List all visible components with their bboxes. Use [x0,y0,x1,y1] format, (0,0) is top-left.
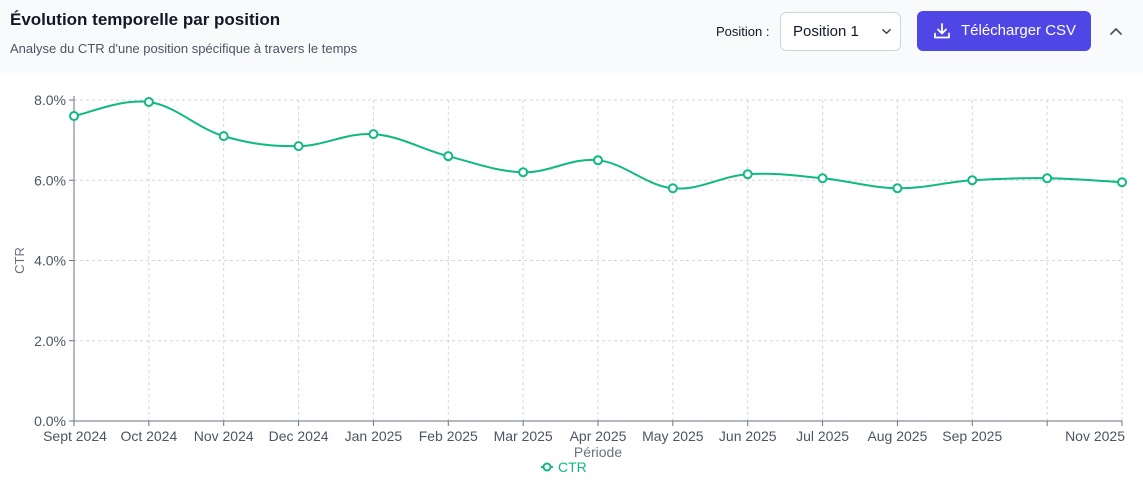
data-point [817,173,828,184]
x-tick-label: Sep 2025 [942,428,1002,444]
data-point [967,175,978,186]
x-tick-label: Jan 2025 [345,428,403,444]
chevron-up-icon[interactable] [1107,23,1125,41]
data-point [143,97,154,108]
data-point [593,155,603,166]
data-point [443,151,454,162]
y-tick-label: 8.0% [34,92,66,108]
data-point [368,129,379,140]
data-point [742,169,753,180]
y-tick-label: 0.0% [34,413,66,429]
y-tick-labels: 0.0% 2.0% 4.0% 6.0% 8.0% [34,92,66,429]
x-tick-label: Mar 2025 [494,428,553,444]
data-point [518,167,529,178]
x-tick-labels: Sept 2024 Oct 2024 Nov 2024 Dec 2024 Jan 202… [43,428,1125,444]
line-chart: 0.0% 2.0% 4.0% 6.0% 8.0% Sept 2024 Oct 2024 No… [12,92,1127,475]
legend-label-ctr: CTR [558,459,587,475]
data-point [69,111,79,122]
x-axis-label: Période [574,444,622,460]
x-tick-label: Jun 2025 [719,428,777,444]
y-tick-label: 2.0% [34,333,66,349]
data-point [293,141,304,152]
axes [69,96,1123,426]
data-point [218,131,229,142]
y-axis-label: CTR [12,247,27,274]
download-icon [934,23,950,39]
grid-lines [73,99,1123,421]
x-tick-label: Nov 2025 [1065,428,1125,444]
x-tick-label: Apr 2025 [570,428,627,444]
y-tick-label: 6.0% [34,172,66,188]
chevron-down-icon [882,28,891,35]
legend-marker [542,462,552,472]
x-tick-label: Aug 2025 [867,428,927,444]
chart-area: 0.0% 2.0% 4.0% 6.0% 8.0% Sept 2024 Oct 2024 No… [0,73,1143,480]
data-points [69,97,1127,194]
chart-subtitle: Analyse du CTR d'une position spécifique… [10,41,358,56]
data-point [892,183,903,194]
y-tick-label: 4.0% [34,253,66,269]
chart-title: Évolution temporelle par position [10,10,281,29]
x-tick-label: Jul 2025 [796,428,849,444]
position-select[interactable]: Position 1 [780,12,901,51]
download-csv-label: Télécharger CSV [961,22,1077,39]
x-tick-label: Nov 2024 [194,428,254,444]
x-tick-label: Dec 2024 [269,428,329,444]
data-point [667,183,678,194]
x-tick-label: Sept 2024 [43,428,107,444]
position-label: Position : [716,24,770,39]
data-point [1117,177,1127,188]
download-csv-button[interactable]: Télécharger CSV [917,11,1091,51]
x-tick-label: May 2025 [642,428,704,444]
chart-header: Évolution temporelle par position Analys… [0,0,1143,73]
x-tick-label: Oct 2024 [120,428,177,444]
legend: CTR [541,459,587,475]
x-tick-label: Feb 2025 [419,428,478,444]
position-select-value: Position 1 [793,23,859,40]
data-point [1042,173,1053,184]
